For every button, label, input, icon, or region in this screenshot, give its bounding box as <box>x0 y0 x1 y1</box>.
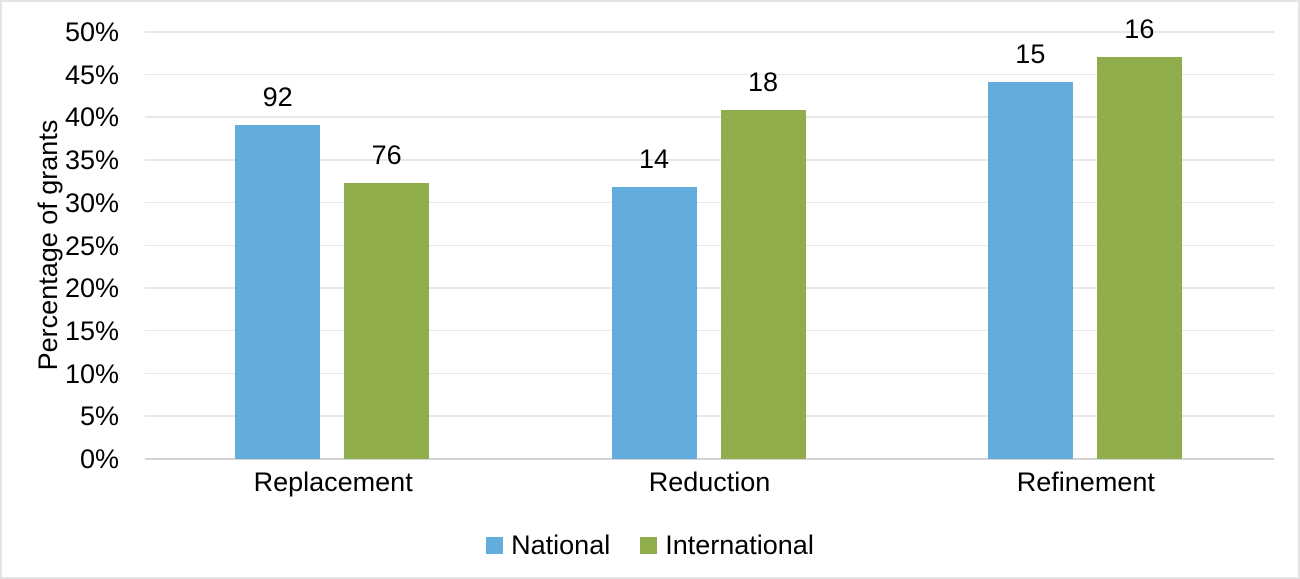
y-tick-label-50: 50% <box>64 17 119 47</box>
bar-international-reduction <box>720 109 806 459</box>
legend-marker-international-icon <box>640 536 658 554</box>
data-label-international-replacement: 76 <box>371 140 402 171</box>
data-label-international-refinement: 16 <box>1124 13 1155 44</box>
bar-international-replacement <box>344 183 430 459</box>
bar-national-reduction <box>611 187 697 459</box>
x-category-label-refinement: Refinement <box>1016 467 1155 497</box>
legend-marker-national-icon <box>486 536 504 554</box>
y-tick-label-25: 25% <box>64 230 119 261</box>
legend-label-national: National <box>511 530 611 560</box>
y-tick-label-5: 5% <box>79 401 119 432</box>
x-category-label-replacement: Replacement <box>253 467 413 497</box>
y-tick-label-15: 15% <box>64 315 119 346</box>
y-tick-label-0: 0% <box>79 444 119 474</box>
bar-national-refinement <box>987 82 1073 459</box>
x-category-label-reduction: Reduction <box>648 467 771 497</box>
y-tick-label-45: 45% <box>64 59 119 90</box>
y-tick-label-35: 35% <box>64 145 119 176</box>
y-tick-label-40: 40% <box>64 102 119 133</box>
legend: National International <box>2 530 1298 560</box>
bar-international-refinement <box>1096 56 1182 459</box>
data-label-national-reduction: 14 <box>638 144 670 175</box>
data-label-international-reduction: 18 <box>747 66 779 97</box>
legend-label-international: International <box>665 530 814 560</box>
y-tick-label-10: 10% <box>64 358 119 389</box>
data-label-national-replacement: 92 <box>262 82 293 113</box>
data-label-national-refinement: 15 <box>1015 39 1046 70</box>
y-tick-label-30: 30% <box>64 187 119 218</box>
y-tick-label-20: 20% <box>64 273 119 304</box>
legend-item-national: National <box>486 530 610 560</box>
bar-national-replacement <box>235 125 321 459</box>
legend-item-international: International <box>640 530 814 560</box>
